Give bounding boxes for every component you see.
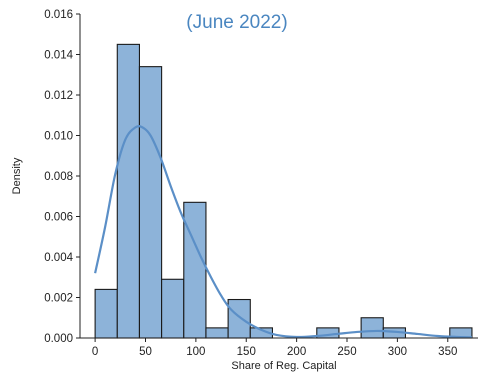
histogram-bar (161, 278, 185, 339)
histogram-bar (183, 201, 207, 339)
y-tick-label: 0.000 (44, 333, 73, 345)
y-tick-label: 0.016 (44, 9, 73, 21)
x-tick-label: 350 (438, 346, 457, 358)
x-axis-label: Share of Reg. Capital (231, 360, 336, 372)
y-tick-label: 0.004 (44, 252, 73, 264)
histogram-bars (94, 43, 473, 339)
y-tick-label: 0.002 (44, 293, 73, 305)
x-axis-ticks: 0 50 100 150 200 250 300 350 (92, 338, 457, 358)
y-axis-ticks: 0.000 0.002 0.004 0.006 0.008 0.010 0.012 0.014… (44, 9, 80, 345)
x-tick-label: 100 (186, 346, 205, 358)
x-tick-label: 150 (237, 346, 256, 358)
histogram-bar (116, 43, 140, 339)
x-tick-label: 250 (337, 346, 356, 358)
x-tick-label: 0 (92, 346, 98, 358)
chart-subtitle: (June 2022) (186, 12, 287, 33)
y-tick-label: 0.006 (44, 212, 73, 224)
x-tick-label: 50 (139, 346, 152, 358)
kde-curve (94, 125, 472, 339)
y-tick-label: 0.012 (44, 90, 73, 102)
y-axis-label: Density (11, 157, 23, 194)
x-tick-label: 200 (287, 346, 306, 358)
histogram-bar (205, 327, 229, 339)
histogram-bar (138, 66, 163, 339)
histogram-bar (360, 317, 384, 339)
histogram-bar (94, 288, 118, 339)
y-tick-label: 0.010 (44, 131, 73, 143)
x-tick-label: 300 (388, 346, 407, 358)
y-tick-label: 0.008 (44, 171, 73, 183)
histogram-bar (227, 298, 251, 339)
y-tick-label: 0.014 (44, 50, 73, 62)
